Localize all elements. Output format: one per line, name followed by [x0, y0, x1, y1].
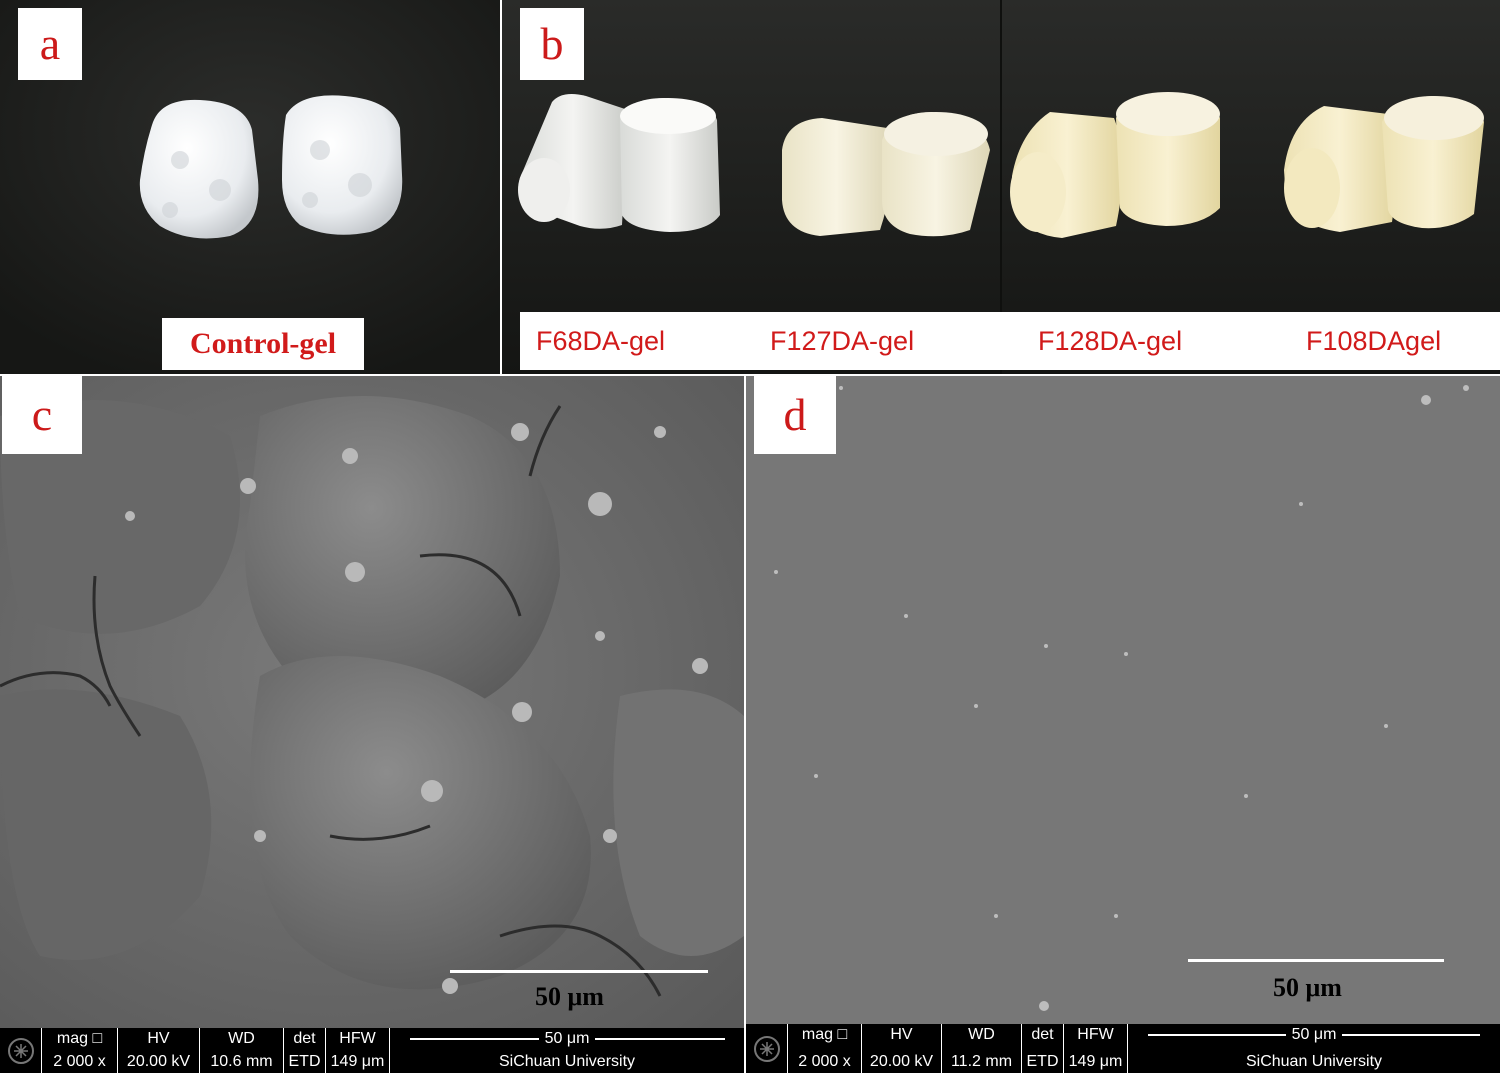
hv-label: HV: [890, 1026, 913, 1043]
f127da-gel-caption: F127DA-gel: [770, 325, 915, 356]
panel-label-d: d: [754, 376, 836, 454]
sem-databar: mag □ 2 000 x HV 20.00 kV WD 11.2 mm det…: [746, 1024, 1500, 1073]
mag-value: 2 000 x: [53, 1053, 106, 1070]
hv-cell: HV 20.00 kV: [118, 1028, 200, 1073]
wd-value: 11.2 mm: [950, 1053, 1013, 1070]
databar-scale: 50 μm: [1291, 1026, 1337, 1043]
det-value: ETD: [1026, 1053, 1059, 1070]
f127da-gel-sample: [782, 112, 990, 237]
wd-cell: WD 11.2 mm: [942, 1024, 1022, 1073]
scale-cell: 50 μm SiChuan University: [1128, 1024, 1500, 1073]
control-gel-sample-left: [139, 99, 259, 239]
scale-cell: 50 μm SiChuan University: [390, 1028, 744, 1073]
mag-label: mag □: [56, 1030, 103, 1047]
hfw-value: 149 μm: [330, 1053, 385, 1070]
f68da-gel-caption: F68DA-gel: [536, 325, 666, 356]
hv-value: 20.00 kV: [869, 1053, 934, 1070]
f128da-gel-caption: F128DA-gel: [1038, 325, 1183, 356]
panel-label-c: c: [2, 376, 82, 454]
f108da-gel-sample: [1284, 96, 1484, 232]
institution-name: SiChuan University: [498, 1053, 636, 1070]
hydrogel-caption-bar: F68DA-gel F127DA-gel F128DA-gel F108DAge…: [520, 312, 1500, 370]
mag-cell: mag □ 2 000 x: [788, 1024, 862, 1073]
sem-databar: mag □ 2 000 x HV 20.00 kV WD 10.6 mm det…: [0, 1028, 744, 1073]
panel-a: a Control-gel: [0, 0, 500, 374]
scale-bar-line: [1188, 959, 1444, 962]
sem-image-hydrogel: [746, 376, 1500, 1024]
hv-label: HV: [147, 1030, 170, 1047]
hv-cell: HV 20.00 kV: [862, 1024, 942, 1073]
panel-c: c 50 μm mag □ 2 000 x HV 20.00 kV WD 10.…: [0, 376, 744, 1073]
databar-scale: 50 μm: [544, 1030, 590, 1047]
institution-name: SiChuan University: [1245, 1053, 1383, 1070]
det-cell: det ETD: [284, 1028, 326, 1073]
hv-value: 20.00 kV: [126, 1053, 191, 1070]
scale-bar-label: 50 μm: [1273, 973, 1342, 1002]
hfw-cell: HFW 149 μm: [326, 1028, 390, 1073]
wd-label: WD: [228, 1030, 255, 1047]
det-value: ETD: [288, 1053, 321, 1070]
panel-b: b F68DA-gel F127DA-gel F128DA-gel F108DA…: [502, 0, 1500, 374]
f128da-gel-sample: [1010, 92, 1220, 238]
microscope-logo-icon: [7, 1037, 34, 1064]
hfw-label: HFW: [339, 1030, 376, 1047]
control-gel-sample-right: [282, 95, 403, 235]
det-label: det: [1031, 1026, 1054, 1043]
logo-cell: [0, 1028, 42, 1073]
mag-value: 2 000 x: [798, 1053, 851, 1070]
f68da-gel-sample: [518, 94, 720, 232]
control-gel-caption: Control-gel: [162, 318, 364, 370]
hfw-label: HFW: [1077, 1026, 1114, 1043]
det-label: det: [293, 1030, 316, 1047]
scale-bar-label: 50 μm: [535, 982, 604, 1011]
panel-label-a: a: [18, 8, 82, 80]
wd-label: WD: [968, 1026, 995, 1043]
microscope-logo-icon: [753, 1035, 780, 1062]
hfw-value: 149 μm: [1068, 1053, 1123, 1070]
control-gel-photo: [0, 0, 500, 374]
det-cell: det ETD: [1022, 1024, 1064, 1073]
wd-cell: WD 10.6 mm: [200, 1028, 284, 1073]
hydrogel-samples-photo: [502, 0, 1500, 374]
hfw-cell: HFW 149 μm: [1064, 1024, 1128, 1073]
scale-bar-line: [450, 970, 708, 973]
wd-value: 10.6 mm: [210, 1053, 273, 1070]
sem-image-control-gel: [0, 376, 744, 1028]
panel-d: d 50 μm mag □ 2 000 x HV 20.00 kV WD 11.…: [746, 376, 1500, 1073]
logo-cell: [746, 1024, 788, 1073]
mag-label: mag □: [801, 1026, 848, 1043]
mag-cell: mag □ 2 000 x: [42, 1028, 118, 1073]
f108da-gel-caption: F108DAgel: [1306, 325, 1442, 356]
panel-label-b: b: [520, 8, 584, 80]
